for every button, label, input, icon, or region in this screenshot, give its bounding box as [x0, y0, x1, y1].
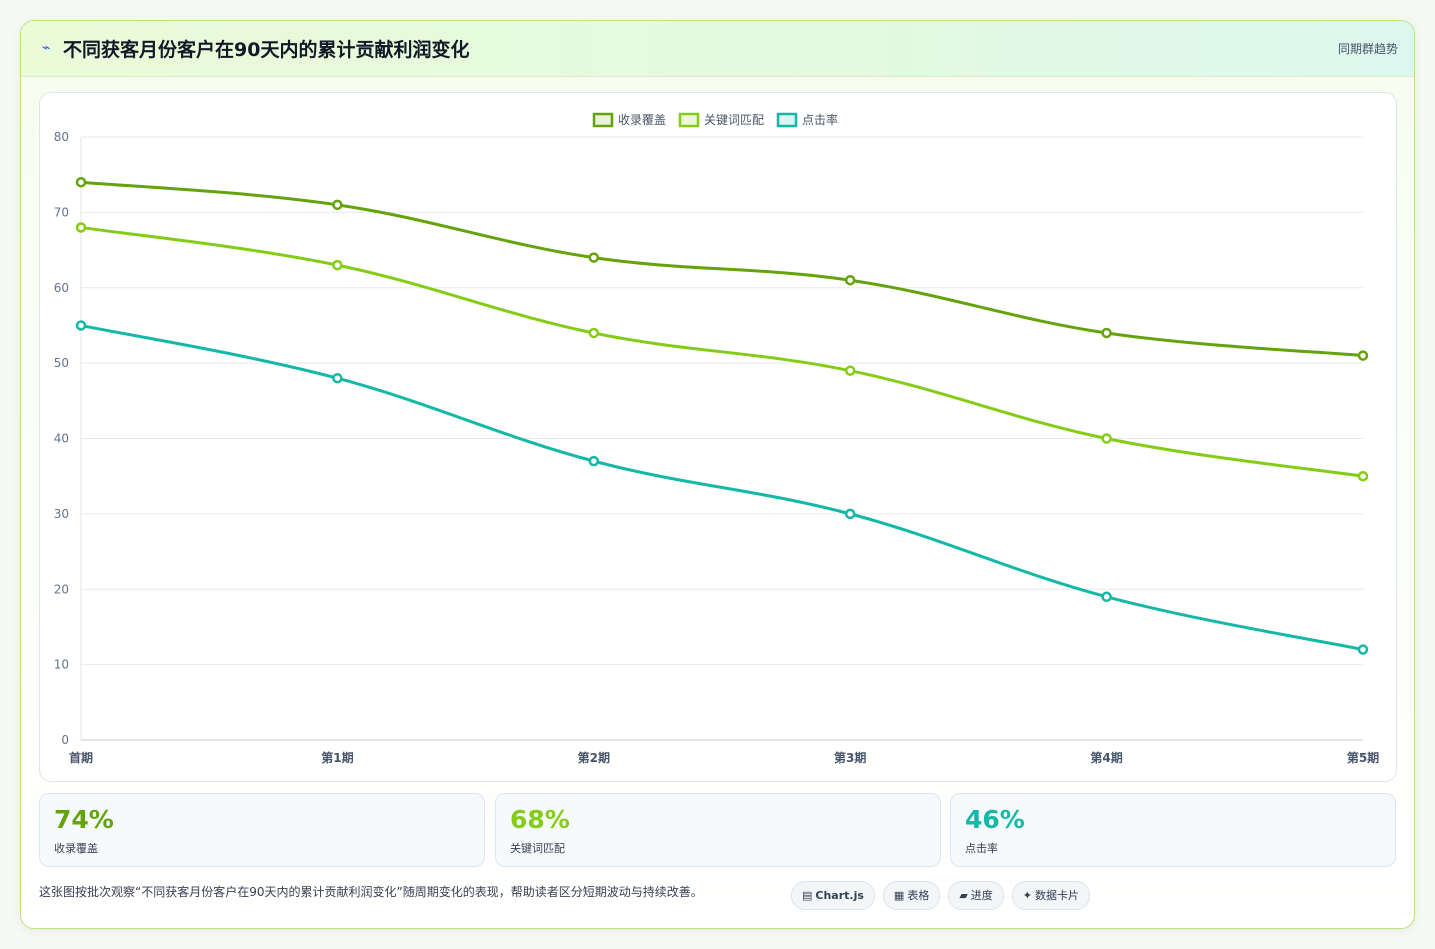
data-point — [1101, 591, 1112, 603]
kpi-card-coverage: 74% 收录覆盖 — [39, 793, 485, 867]
chart-title: 不同获客月份客户在90天内的累计贡献利润变化 — [63, 39, 470, 61]
y-tick-label: 60 — [54, 281, 69, 295]
x-tick-label: 第2期 — [578, 750, 610, 765]
y-tick-label: 70 — [54, 205, 69, 219]
series-line — [80, 323, 1364, 652]
y-tick-label: 30 — [54, 507, 69, 521]
data-point — [332, 199, 343, 211]
x-tick-label: 第4期 — [1090, 750, 1122, 765]
trend-badge: 同期群趋势 — [1337, 42, 1398, 56]
tag-label: 数据卡片 — [1035, 889, 1080, 902]
data-point — [75, 176, 87, 188]
kpi-card-keyword: 68% 关键词匹配 — [495, 793, 941, 867]
data-point — [1357, 350, 1369, 361]
legend-label: 收录覆盖 — [618, 113, 666, 127]
x-tick-label: 第1期 — [321, 750, 353, 765]
data-point — [1101, 433, 1112, 444]
tag-list: ▤ Chart.js ▦ 表格 ▰ 进度 ✦ 数据卡片 — [791, 881, 1091, 910]
data-point — [1357, 470, 1369, 482]
chart-card: ⌁ 不同获客月份客户在90天内的累计贡献利润变化 同期群趋势 0 10 20 30 40… — [20, 20, 1415, 929]
data-point — [75, 222, 87, 233]
data-point — [332, 372, 343, 384]
tag-table[interactable]: ▦ 表格 — [882, 881, 941, 910]
kpi-label: 收录覆盖 — [54, 842, 98, 855]
data-point — [844, 274, 856, 286]
y-tick-label: 40 — [54, 432, 69, 446]
tag-label: 表格 — [907, 889, 930, 902]
kpi-value: 68% — [510, 805, 570, 834]
progress-icon: ▰ — [959, 889, 968, 902]
chart-panel: 0 10 20 30 40 50 60 70 80 首期 第1期 第2期 第3期 第4期 第5期 收录覆盖 关键… — [39, 92, 1397, 782]
chartjs-icon: ▤ — [802, 889, 813, 902]
data-point — [844, 365, 856, 376]
tag-data-card[interactable]: ✦ 数据卡片 — [1011, 881, 1091, 910]
x-tick-label: 首期 — [69, 750, 93, 765]
x-tick-label: 第3期 — [834, 750, 866, 765]
line-chart: 0 10 20 30 40 50 60 70 80 首期 第1期 第2期 第3期 第4期 第5期 收录覆盖 关键… — [54, 112, 1379, 765]
legend-swatch — [776, 112, 798, 128]
series-line — [80, 180, 1364, 358]
data-point — [1357, 644, 1369, 655]
y-tick-label: 50 — [54, 356, 69, 370]
legend-swatch — [592, 112, 614, 128]
x-tick-label: 第5期 — [1347, 750, 1379, 765]
tag-label: Chart.js — [815, 889, 864, 902]
y-tick-label: 20 — [54, 582, 69, 596]
legend-label: 点击率 — [802, 112, 838, 127]
y-tick-label: 0 — [61, 733, 69, 747]
data-point — [332, 259, 343, 271]
tag-chartjs[interactable]: ▤ Chart.js — [791, 881, 875, 910]
card-header: ⌁ 不同获客月份客户在90天内的累计贡献利润变化 同期群趋势 — [21, 21, 1414, 77]
data-point — [588, 252, 600, 263]
kpi-value: 46% — [965, 805, 1025, 834]
kpi-label: 关键词匹配 — [510, 842, 565, 855]
data-point — [588, 327, 600, 339]
kpi-value: 74% — [54, 805, 114, 834]
series-line — [80, 225, 1364, 478]
chart-icon: ⌁ — [42, 40, 51, 56]
data-point — [844, 508, 856, 520]
tag-progress[interactable]: ▰ 进度 — [948, 881, 1004, 910]
data-point — [75, 320, 87, 331]
data-point — [588, 455, 600, 467]
legend-swatch — [678, 112, 700, 128]
kpi-label: 点击率 — [965, 842, 998, 855]
y-tick-label: 80 — [54, 130, 69, 144]
kpi-card-ctr: 46% 点击率 — [950, 793, 1396, 867]
table-icon: ▦ — [893, 889, 905, 902]
y-tick-label: 10 — [54, 658, 69, 672]
chart-description: 这张图按批次观察“不同获客月份客户在90天内的累计贡献利润变化”随周期变化的表现… — [39, 885, 703, 899]
card-icon: ✦ — [1022, 889, 1033, 902]
legend-label: 关键词匹配 — [704, 113, 764, 127]
tag-label: 进度 — [970, 889, 993, 902]
data-point — [1101, 327, 1112, 339]
